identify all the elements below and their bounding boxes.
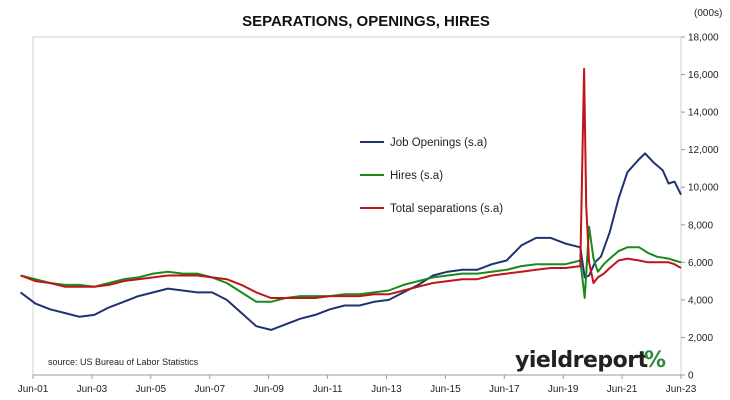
legend-label: Hires (s.a) (390, 170, 443, 182)
x-tick-label: Jun-01 (18, 384, 49, 395)
y-tick-label: 10,000 (688, 183, 719, 194)
x-tick-label: Jun-17 (489, 384, 520, 395)
series-line-1 (19, 152, 682, 331)
y-axis: 0 2,000 4,000 6,000 8,000 10,000 12,000 14,000 1… (681, 33, 719, 382)
y-tick-label: 0 (688, 371, 694, 382)
legend-label: Total separations (s.a) (390, 203, 503, 215)
source-note: source: US Bureau of Labor Statistics (48, 357, 199, 367)
x-tick-label: Jun-03 (77, 384, 108, 395)
y-tick-label: 6,000 (688, 258, 713, 269)
y-tick-label: 14,000 (688, 108, 719, 119)
x-axis: Jun-01 Jun-03 Jun-05 Jun-07 Jun-09 Jun-11 Jun-… (18, 374, 697, 395)
y-tick-label: 4,000 (688, 295, 713, 306)
x-tick-label: Jun-13 (371, 384, 402, 395)
series-line-2 (20, 225, 682, 303)
series-layer (19, 67, 682, 331)
x-tick-label: Jun-05 (136, 384, 167, 395)
y-tick-label: 2,000 (688, 333, 713, 344)
x-tick-label: Jun-19 (548, 384, 579, 395)
y-tick-label: 16,000 (688, 70, 719, 81)
series-line-3 (20, 67, 682, 299)
legend: Job Openings (s.a) Hires (s.a) Total separ… (360, 137, 503, 215)
x-tick-label: Jun-07 (194, 384, 225, 395)
x-tick-label: Jun-21 (607, 384, 638, 395)
x-tick-label: Jun-09 (253, 384, 284, 395)
logo-percent-icon: % (644, 348, 666, 373)
chart-title: SEPARATIONS, OPENINGS, HIRES (242, 13, 490, 30)
yieldreport-logo: yieldreport % (515, 348, 666, 373)
y-tick-label: 12,000 (688, 145, 719, 156)
x-tick-label: Jun-11 (313, 384, 343, 395)
logo-text: yieldreport (515, 348, 649, 373)
x-tick-label: Jun-15 (430, 384, 461, 395)
legend-label: Job Openings (s.a) (390, 137, 487, 149)
y-tick-label: 8,000 (688, 220, 713, 231)
y-unit-label: (000s) (694, 8, 722, 19)
x-tick-label: Jun-23 (666, 384, 697, 395)
y-tick-label: 18,000 (688, 33, 719, 44)
